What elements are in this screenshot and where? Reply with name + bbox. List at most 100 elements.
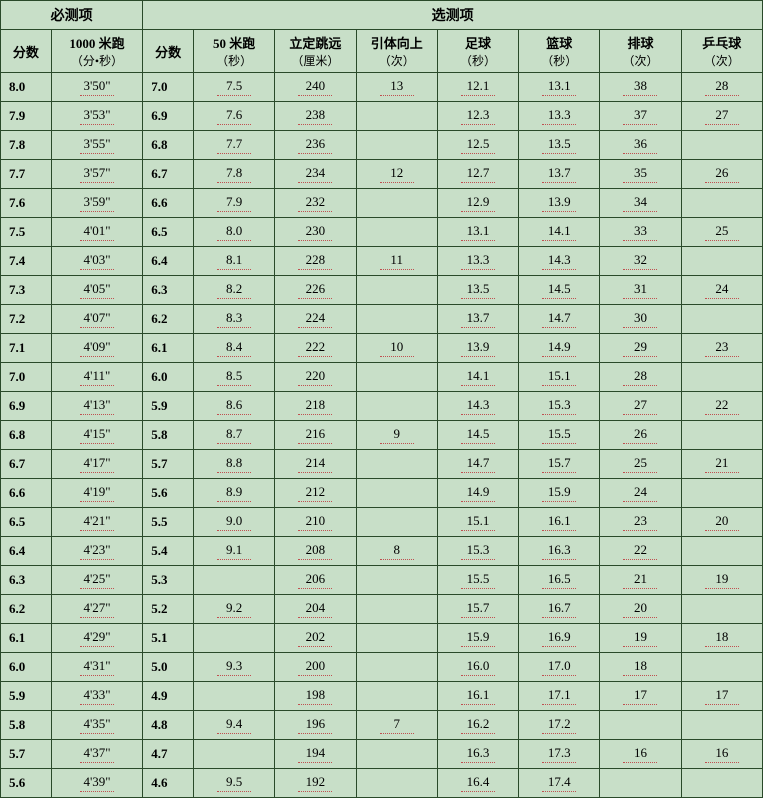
cell-value: 15.9 xyxy=(542,484,576,502)
cell-value: 204 xyxy=(298,600,332,618)
cell-basketball: 13.1 xyxy=(519,73,600,102)
cell-value: 8.3 xyxy=(217,310,251,328)
header-pingpong-unit: （次） xyxy=(684,52,760,69)
cell-value: 22 xyxy=(705,397,739,415)
cell-value: 7.6 xyxy=(217,107,251,125)
cell-pingpong: 25 xyxy=(681,218,762,247)
cell-run50: 9.3 xyxy=(194,653,275,682)
header-pullup-unit: （次） xyxy=(359,52,435,69)
cell-value: 7.7 xyxy=(217,136,251,154)
cell-value: 232 xyxy=(298,194,332,212)
header-basketball-unit: （秒） xyxy=(521,52,597,69)
cell-value: 17.4 xyxy=(542,774,576,792)
cell-value: 9.5 xyxy=(217,774,251,792)
cell-score2: 5.2 xyxy=(143,595,194,624)
header-football-label: 足球 xyxy=(465,36,491,51)
cell-run1000: 4'17" xyxy=(51,450,142,479)
table-row: 5.74'37"4.719416.317.31616 xyxy=(1,740,763,769)
cell-score1: 5.6 xyxy=(1,769,52,798)
table-row: 7.83'55"6.87.723612.513.536 xyxy=(1,131,763,160)
cell-football: 14.5 xyxy=(437,421,518,450)
cell-value: 234 xyxy=(298,165,332,183)
cell-score2: 5.4 xyxy=(143,537,194,566)
cell-value: 28 xyxy=(705,78,739,96)
cell-run1000: 4'03" xyxy=(51,247,142,276)
cell-volleyball: 30 xyxy=(600,305,681,334)
cell-pingpong: 24 xyxy=(681,276,762,305)
table-row: 7.44'03"6.48.12281113.314.332 xyxy=(1,247,763,276)
cell-basketball: 17.0 xyxy=(519,653,600,682)
cell-value: 8.4 xyxy=(217,339,251,357)
table-row: 5.94'33"4.919816.117.11717 xyxy=(1,682,763,711)
cell-value: 214 xyxy=(298,455,332,473)
cell-run50 xyxy=(194,566,275,595)
cell-basketball: 16.5 xyxy=(519,566,600,595)
cell-pullup xyxy=(356,102,437,131)
cell-pingpong: 20 xyxy=(681,508,762,537)
cell-value: 27 xyxy=(623,397,657,415)
cell-value: 4'03" xyxy=(80,252,114,270)
header-volleyball: 排球 （次） xyxy=(600,30,681,73)
cell-basketball: 14.7 xyxy=(519,305,600,334)
cell-basketball: 16.7 xyxy=(519,595,600,624)
cell-run1000: 3'57" xyxy=(51,160,142,189)
cell-value: 192 xyxy=(298,774,332,792)
cell-basketball: 13.7 xyxy=(519,160,600,189)
cell-pingpong xyxy=(681,595,762,624)
cell-value: 202 xyxy=(298,629,332,647)
cell-value: 238 xyxy=(298,107,332,125)
cell-value: 13.5 xyxy=(461,281,495,299)
cell-value: 4'15" xyxy=(80,426,114,444)
cell-run1000: 3'59" xyxy=(51,189,142,218)
cell-football: 14.1 xyxy=(437,363,518,392)
cell-value: 4'19" xyxy=(80,484,114,502)
cell-value: 15.5 xyxy=(461,571,495,589)
cell-value: 4'23" xyxy=(80,542,114,560)
cell-value: 35 xyxy=(623,165,657,183)
cell-basketball: 15.1 xyxy=(519,363,600,392)
cell-pullup xyxy=(356,218,437,247)
cell-pullup: 9 xyxy=(356,421,437,450)
cell-run50 xyxy=(194,682,275,711)
cell-pullup xyxy=(356,305,437,334)
cell-volleyball: 24 xyxy=(600,479,681,508)
cell-score2: 6.8 xyxy=(143,131,194,160)
header-50m: 50 米跑 （秒） xyxy=(194,30,275,73)
cell-score2: 6.5 xyxy=(143,218,194,247)
cell-run50: 8.7 xyxy=(194,421,275,450)
cell-run50: 8.8 xyxy=(194,450,275,479)
cell-pullup xyxy=(356,624,437,653)
cell-run1000: 4'11" xyxy=(51,363,142,392)
header-volleyball-unit: （次） xyxy=(602,52,678,69)
table-row: 7.14'09"6.18.42221013.914.92923 xyxy=(1,334,763,363)
cell-longjump: 212 xyxy=(275,479,356,508)
cell-pingpong: 17 xyxy=(681,682,762,711)
cell-longjump: 214 xyxy=(275,450,356,479)
cell-run1000: 4'09" xyxy=(51,334,142,363)
cell-value: 32 xyxy=(623,252,657,270)
cell-football: 13.1 xyxy=(437,218,518,247)
cell-score2: 6.9 xyxy=(143,102,194,131)
cell-run50 xyxy=(194,740,275,769)
cell-value: 4'17" xyxy=(80,455,114,473)
cell-value: 7.8 xyxy=(217,165,251,183)
cell-basketball: 17.4 xyxy=(519,769,600,798)
cell-pingpong xyxy=(681,247,762,276)
cell-value: 210 xyxy=(298,513,332,531)
cell-pingpong xyxy=(681,769,762,798)
cell-pullup xyxy=(356,363,437,392)
cell-value: 26 xyxy=(623,426,657,444)
cell-score1: 6.7 xyxy=(1,450,52,479)
cell-value: 25 xyxy=(623,455,657,473)
cell-football: 16.2 xyxy=(437,711,518,740)
cell-longjump: 194 xyxy=(275,740,356,769)
cell-basketball: 14.1 xyxy=(519,218,600,247)
cell-score2: 5.8 xyxy=(143,421,194,450)
cell-score2: 5.6 xyxy=(143,479,194,508)
cell-score2: 5.9 xyxy=(143,392,194,421)
cell-basketball: 14.5 xyxy=(519,276,600,305)
cell-run1000: 4'13" xyxy=(51,392,142,421)
cell-pingpong: 21 xyxy=(681,450,762,479)
cell-value: 8.6 xyxy=(217,397,251,415)
cell-volleyball: 34 xyxy=(600,189,681,218)
